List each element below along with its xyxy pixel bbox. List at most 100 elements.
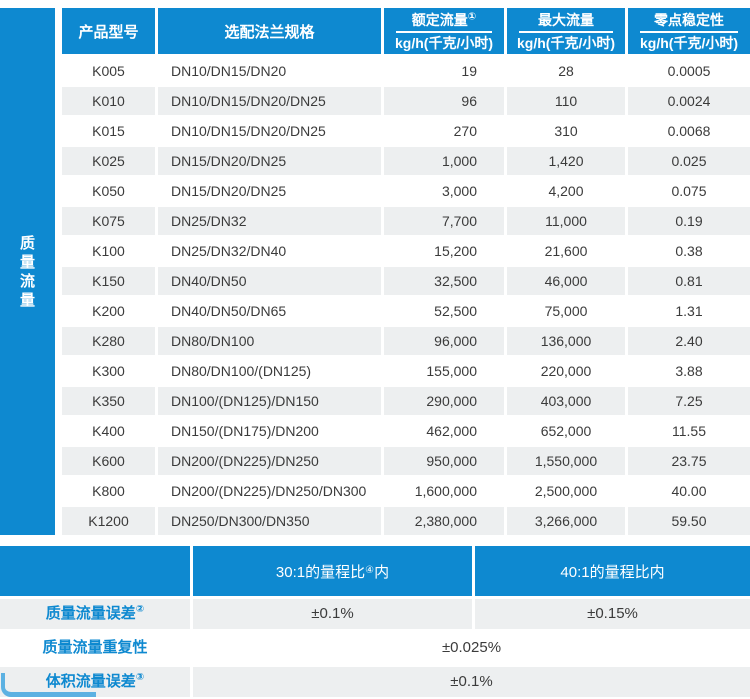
table-row-k1200: K1200 DN250/DN300/DN350 2,380,000 3,266,… xyxy=(62,507,750,535)
footnote-2-marker: ② xyxy=(135,604,145,615)
cell-flange: DN10/DN15/DN20/DN25 xyxy=(158,87,381,115)
header-cell-rated-flow: 额定流量① kg/h(千克/小时) xyxy=(384,8,504,54)
ratio-30-suffix: 内 xyxy=(374,563,390,581)
band-ratio-30: 30:1的量程比 ④ 内 xyxy=(193,546,472,596)
cell-zero-stability: 1.31 xyxy=(628,297,750,325)
cell-zero-stability: 40.00 xyxy=(628,477,750,505)
cell-model: K200 xyxy=(62,297,155,325)
table-row-k050: K050 DN15/DN20/DN25 3,000 4,200 0.075 xyxy=(62,177,750,205)
cell-model: K400 xyxy=(62,417,155,445)
cell-max-flow: 28 xyxy=(507,57,625,85)
ratio-30-text: 30:1的量程比 xyxy=(275,563,366,581)
cell-model: K075 xyxy=(62,207,155,235)
footnote-3-marker: ③ xyxy=(135,672,145,683)
cell-max-flow: 2,500,000 xyxy=(507,477,625,505)
header-rated-unit: kg/h(千克/小时) xyxy=(395,35,493,51)
cell-max-flow: 403,000 xyxy=(507,387,625,415)
table-body: K005 DN10/DN15/DN20 19 28 0.0005 K010 DN… xyxy=(62,57,750,535)
category-sidebar: 质量流量 xyxy=(0,8,55,535)
cell-rated-flow: 155,000 xyxy=(384,357,504,385)
table-row-k010: K010 DN10/DN15/DN20/DN25 96 110 0.0024 xyxy=(62,87,750,115)
cell-rated-flow: 950,000 xyxy=(384,447,504,475)
cell-flange: DN80/DN100 xyxy=(158,327,381,355)
cell-model: K050 xyxy=(62,177,155,205)
repeatability-value: ±0.025% xyxy=(193,633,750,663)
cell-flange: DN15/DN20/DN25 xyxy=(158,177,381,205)
table-row-k400: K400 DN150/(DN175)/DN200 462,000 652,000… xyxy=(62,417,750,445)
cell-max-flow: 652,000 xyxy=(507,417,625,445)
cell-rated-flow: 96 xyxy=(384,87,504,115)
cell-rated-flow: 1,000 xyxy=(384,147,504,175)
cell-max-flow: 11,000 xyxy=(507,207,625,235)
cell-model: K280 xyxy=(62,327,155,355)
cell-zero-stability: 7.25 xyxy=(628,387,750,415)
spec-table: 产品型号 选配法兰规格 额定流量① kg/h(千克/小时) 最大流量 kg/h(… xyxy=(62,8,750,537)
cell-flange: DN10/DN15/DN20 xyxy=(158,57,381,85)
accuracy-section: 30:1的量程比 ④ 内 40:1的量程比内 质量流量误差② ±0.1% ±0.15… xyxy=(0,546,750,697)
cell-zero-stability: 0.0005 xyxy=(628,57,750,85)
cell-zero-stability: 11.55 xyxy=(628,417,750,445)
cell-zero-stability: 0.0024 xyxy=(628,87,750,115)
table-row-k280: K280 DN80/DN100 96,000 136,000 2.40 xyxy=(62,327,750,355)
header-zero-unit: kg/h(千克/小时) xyxy=(640,35,738,51)
cell-rated-flow: 15,200 xyxy=(384,237,504,265)
cell-flange: DN80/DN100/(DN125) xyxy=(158,357,381,385)
header-zero-title: 零点稳定性 xyxy=(640,12,738,33)
cell-flange: DN25/DN32/DN40 xyxy=(158,237,381,265)
cell-flange: DN250/DN300/DN350 xyxy=(158,507,381,535)
volume-flow-error-row: 体积流量误差③ ±0.1% xyxy=(0,667,750,697)
cell-max-flow: 46,000 xyxy=(507,267,625,295)
turndown-ratio-band: 30:1的量程比 ④ 内 40:1的量程比内 xyxy=(0,546,750,596)
table-row-k005: K005 DN10/DN15/DN20 19 28 0.0005 xyxy=(62,57,750,85)
repeatability-label: 质量流量重复性 xyxy=(0,633,190,663)
table-row-k015: K015 DN10/DN15/DN20/DN25 270 310 0.0068 xyxy=(62,117,750,145)
cell-zero-stability: 3.88 xyxy=(628,357,750,385)
cell-model: K1200 xyxy=(62,507,155,535)
header-cell-max-flow: 最大流量 kg/h(千克/小时) xyxy=(507,8,625,54)
band-empty-cell xyxy=(0,546,190,596)
cell-max-flow: 75,000 xyxy=(507,297,625,325)
cell-model: K025 xyxy=(62,147,155,175)
cell-model: K010 xyxy=(62,87,155,115)
cell-rated-flow: 7,700 xyxy=(384,207,504,235)
table-row-k800: K800 DN200/(DN225)/DN250/DN300 1,600,000… xyxy=(62,477,750,505)
cell-max-flow: 310 xyxy=(507,117,625,145)
cell-max-flow: 21,600 xyxy=(507,237,625,265)
table-header-row: 产品型号 选配法兰规格 额定流量① kg/h(千克/小时) 最大流量 kg/h(… xyxy=(62,8,750,54)
table-row-k600: K600 DN200/(DN225)/DN250 950,000 1,550,0… xyxy=(62,447,750,475)
cell-zero-stability: 0.025 xyxy=(628,147,750,175)
cell-flange: DN200/(DN225)/DN250/DN300 xyxy=(158,477,381,505)
table-row-k100: K100 DN25/DN32/DN40 15,200 21,600 0.38 xyxy=(62,237,750,265)
cell-rated-flow: 32,500 xyxy=(384,267,504,295)
cell-flange: DN25/DN32 xyxy=(158,207,381,235)
header-max-unit: kg/h(千克/小时) xyxy=(517,35,615,51)
mass-flow-error-row: 质量流量误差② ±0.1% ±0.15% xyxy=(0,599,750,629)
table-row-k075: K075 DN25/DN32 7,700 11,000 0.19 xyxy=(62,207,750,235)
cell-zero-stability: 23.75 xyxy=(628,447,750,475)
table-row-k025: K025 DN15/DN20/DN25 1,000 1,420 0.025 xyxy=(62,147,750,175)
cell-model: K005 xyxy=(62,57,155,85)
cell-rated-flow: 1,600,000 xyxy=(384,477,504,505)
mass-flow-error-label: 质量流量误差② xyxy=(0,599,190,629)
footnote-1-marker: ① xyxy=(467,11,477,23)
cell-model: K015 xyxy=(62,117,155,145)
header-cell-flange: 选配法兰规格 xyxy=(158,8,381,54)
cell-model: K100 xyxy=(62,237,155,265)
cell-flange: DN40/DN50/DN65 xyxy=(158,297,381,325)
table-row-k300: K300 DN80/DN100/(DN125) 155,000 220,000 … xyxy=(62,357,750,385)
mass-flow-error-40: ±0.15% xyxy=(475,599,750,629)
header-cell-model: 产品型号 xyxy=(62,8,155,54)
repeatability-row: 质量流量重复性 ±0.025% xyxy=(0,633,750,663)
cell-rated-flow: 3,000 xyxy=(384,177,504,205)
cell-zero-stability: 0.81 xyxy=(628,267,750,295)
header-max-title: 最大流量 xyxy=(518,12,614,33)
cell-flange: DN10/DN15/DN20/DN25 xyxy=(158,117,381,145)
cell-flange: DN150/(DN175)/DN200 xyxy=(158,417,381,445)
cell-rated-flow: 19 xyxy=(384,57,504,85)
table-row-k150: K150 DN40/DN50 32,500 46,000 0.81 xyxy=(62,267,750,295)
cell-model: K800 xyxy=(62,477,155,505)
cell-flange: DN15/DN20/DN25 xyxy=(158,147,381,175)
corner-bracket-decoration xyxy=(1,673,96,697)
cell-rated-flow: 270 xyxy=(384,117,504,145)
